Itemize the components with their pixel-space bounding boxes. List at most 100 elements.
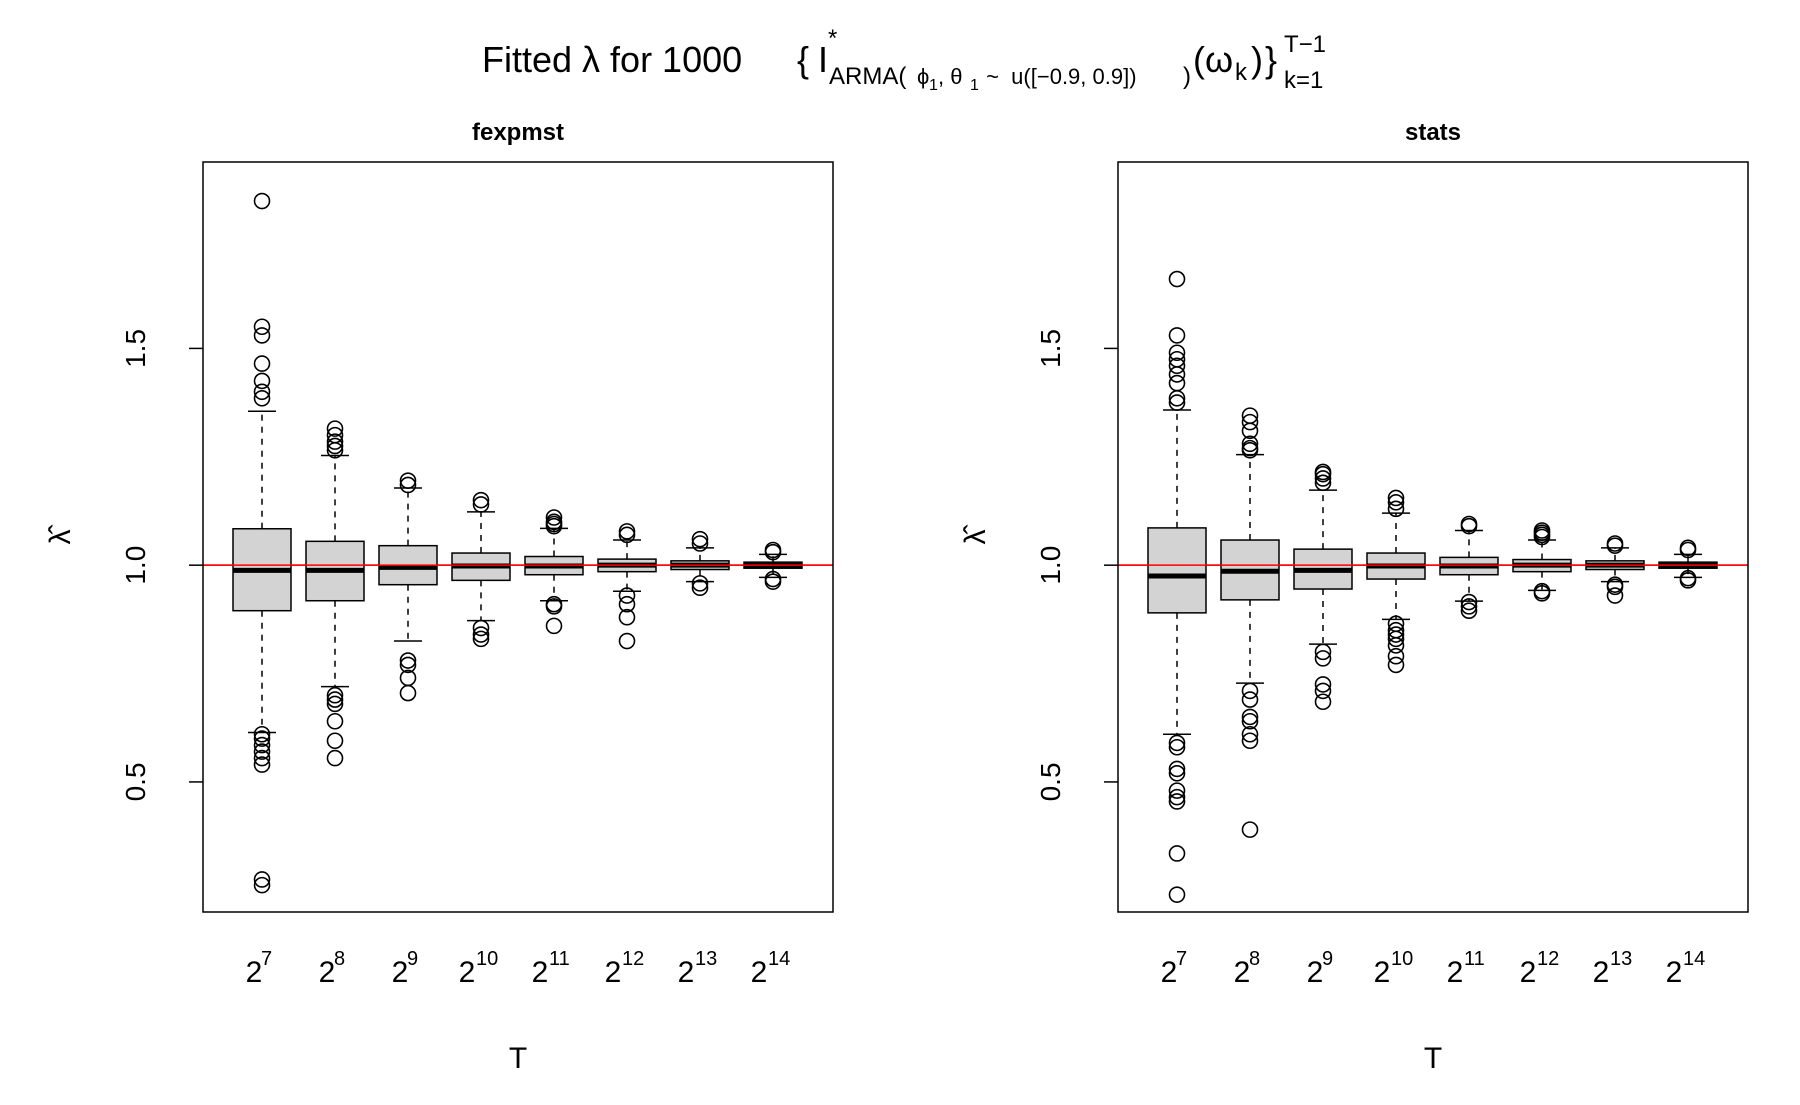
x-tick-label: 28 xyxy=(319,948,345,989)
outlier-point xyxy=(618,526,636,544)
outlier-point xyxy=(1460,593,1478,611)
title-close-sub: ) xyxy=(1183,63,1191,90)
title-theta-sub: 1 xyxy=(970,77,979,94)
x-tick-base: 2 xyxy=(678,956,695,989)
outlier-point xyxy=(691,575,709,592)
x-tick-exponent: 9 xyxy=(1322,948,1333,970)
outlier-point xyxy=(472,491,490,509)
y-axis-title: λ̂ xyxy=(959,525,992,545)
box xyxy=(305,420,365,767)
outlier-point xyxy=(253,389,271,407)
panel-title: stats xyxy=(1405,119,1461,146)
outlier-point xyxy=(1241,708,1259,726)
outlier-point xyxy=(618,587,636,604)
outlier-point xyxy=(472,619,490,637)
x-tick-label: 2 14 xyxy=(1666,948,1706,989)
outlier-point xyxy=(1168,344,1186,362)
x-tick-base: 2 xyxy=(605,956,622,989)
outlier-point xyxy=(1314,650,1332,667)
outlier-point xyxy=(1168,845,1186,862)
outlier-point xyxy=(1241,407,1259,424)
outlier-point xyxy=(1314,465,1332,483)
outlier-point xyxy=(764,573,782,590)
outlier-point xyxy=(1168,788,1186,806)
x-tick-base: 2 xyxy=(1234,956,1251,989)
title-dist: ~ u([−0.9, 0.9]) xyxy=(980,64,1137,89)
outlier-point xyxy=(618,608,636,626)
outlier-point xyxy=(253,730,271,747)
title-phi-sub: 1 xyxy=(929,77,938,94)
outlier-point xyxy=(253,327,271,344)
outlier-point xyxy=(691,530,709,548)
outlier-point xyxy=(1314,693,1332,711)
outlier-point xyxy=(1533,528,1551,546)
outlier-point xyxy=(1241,821,1259,838)
outlier-point xyxy=(691,535,709,552)
y-tick-label: 1.0 xyxy=(120,546,151,585)
outlier-point xyxy=(1460,602,1478,619)
outlier-point xyxy=(1606,587,1624,604)
x-tick-exponent: 13 xyxy=(1610,948,1632,970)
outlier-point xyxy=(1168,760,1186,778)
x-tick-label: 2 11 xyxy=(1447,948,1485,989)
y-tick-label: 0.5 xyxy=(1035,762,1066,801)
x-axis-title: T xyxy=(1424,1042,1442,1075)
outlier-point xyxy=(326,691,344,708)
box xyxy=(670,530,730,597)
x-tick-base: 2 xyxy=(1666,956,1683,989)
x-tick-exponent: 12 xyxy=(622,948,644,970)
x-tick-base: 2 xyxy=(319,956,336,989)
outlier-point xyxy=(1314,682,1332,700)
x-tick-label: 2 14 xyxy=(751,948,791,989)
x-tick-label: 2 13 xyxy=(1593,948,1633,989)
outlier-point xyxy=(691,579,709,597)
x-tick-exponent: 8 xyxy=(1249,948,1260,970)
title-omega-sub: k xyxy=(1235,59,1248,86)
outlier-point xyxy=(472,630,490,648)
title-sup: T−1 xyxy=(1284,31,1326,58)
outlier-point xyxy=(1606,537,1624,554)
y-tick-label: 1.5 xyxy=(1035,329,1066,368)
outlier-point xyxy=(618,523,636,540)
outlier-point xyxy=(1314,676,1332,693)
outlier-point xyxy=(1387,647,1405,665)
title-sub: k=1 xyxy=(1284,67,1323,94)
outlier-point xyxy=(253,756,271,773)
outlier-point xyxy=(1387,626,1405,643)
outlier-point xyxy=(399,476,417,494)
x-tick-base: 2 xyxy=(1161,956,1178,989)
x-tick-exponent: 7 xyxy=(261,948,272,970)
outlier-point xyxy=(326,695,344,713)
plot-frame xyxy=(202,161,834,913)
outlier-point xyxy=(1168,374,1186,392)
outlier-point xyxy=(1241,712,1259,730)
box xyxy=(1439,515,1499,619)
outlier-point xyxy=(326,712,344,730)
outlier-point xyxy=(326,749,344,767)
outlier-point xyxy=(1606,578,1624,596)
x-tick-base: 2 xyxy=(392,956,409,989)
x-tick-base: 2 xyxy=(751,956,768,989)
outlier-point xyxy=(326,420,344,437)
outlier-point xyxy=(1314,470,1332,487)
outlier-point xyxy=(1168,350,1186,368)
box xyxy=(1147,270,1207,903)
outlier-point xyxy=(1168,793,1186,810)
outlier-point xyxy=(1168,782,1186,799)
outlier-point xyxy=(1168,886,1186,903)
x-tick-label: 2 10 xyxy=(459,948,499,989)
y-axis-title: λ̂ xyxy=(44,525,77,545)
outlier-point xyxy=(1387,494,1405,511)
box xyxy=(524,509,584,635)
x-tick-exponent: 8 xyxy=(334,948,345,970)
x-tick-exponent: 10 xyxy=(476,948,498,970)
box xyxy=(1220,407,1280,838)
outlier-point xyxy=(326,441,344,459)
outlier-point xyxy=(326,433,344,450)
x-tick-label: 27 xyxy=(1161,948,1187,989)
outlier-point xyxy=(1168,734,1186,752)
outlier-point xyxy=(1168,366,1186,383)
outlier-point xyxy=(472,496,490,513)
x-tick-base: 2 xyxy=(1447,956,1464,989)
